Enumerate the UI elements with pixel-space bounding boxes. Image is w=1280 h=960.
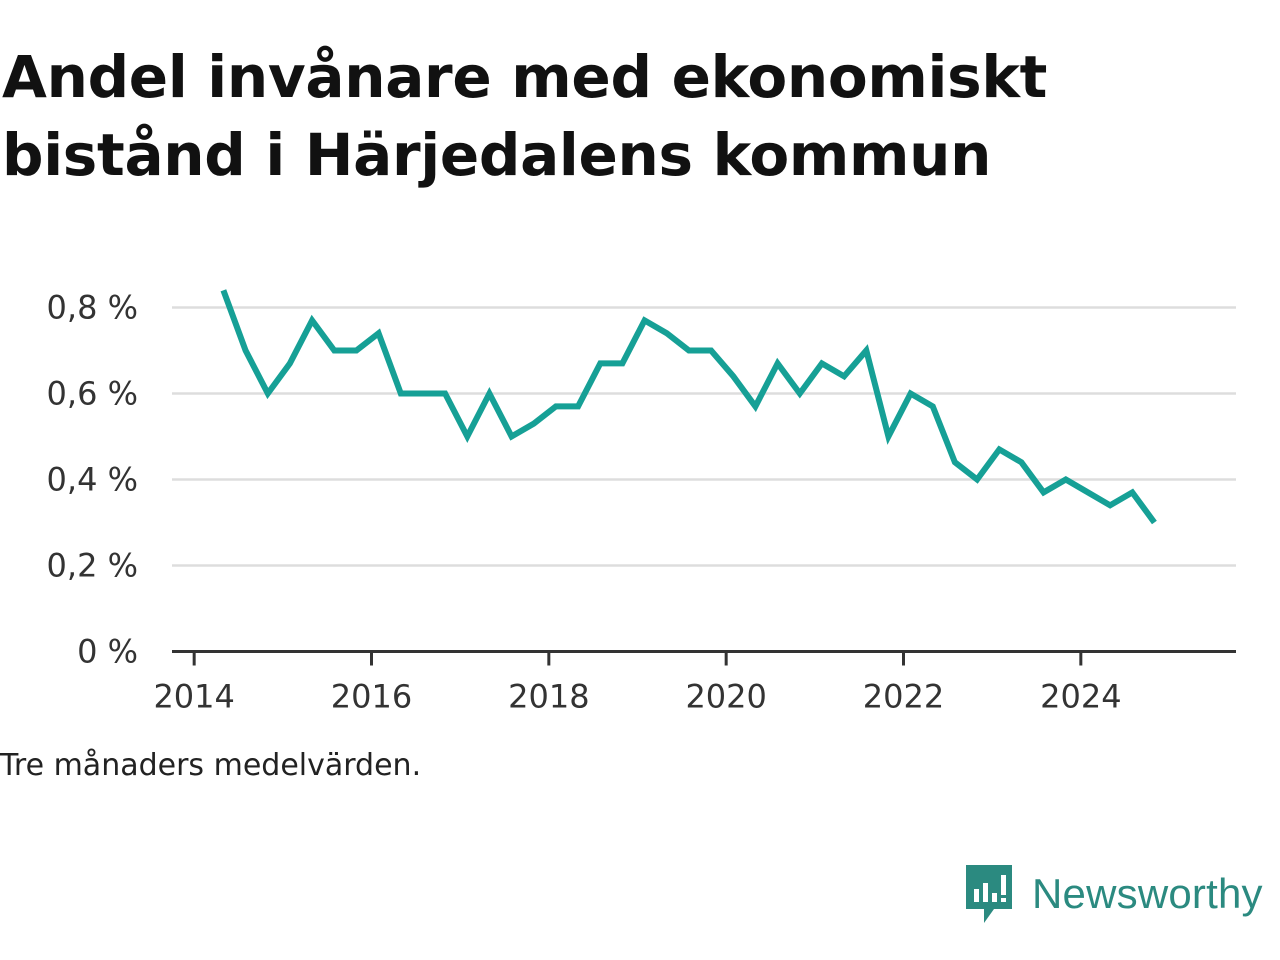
newsworthy-logo-icon	[966, 865, 1012, 923]
x-axis: 2014 2016 2018 2020 2022 2024	[153, 651, 1122, 716]
series	[220, 289, 1157, 525]
chart-title: Andel invånare med ekonomiskt bistånd i …	[2, 43, 1048, 189]
x-tick-label: 2014	[153, 678, 234, 716]
y-axis-tick-labels: 0 % 0,2 % 0,4 % 0,6 % 0,8 %	[47, 289, 138, 671]
x-tick-label: 2020	[685, 678, 766, 716]
y-tick-label: 0,8 %	[47, 289, 138, 327]
y-tick-label: 0,2 %	[47, 547, 138, 585]
chart-caption: Tre månaders medelvärden.	[0, 748, 422, 783]
series-line	[220, 289, 1157, 525]
x-tick-label: 2016	[331, 678, 412, 716]
newsworthy-logo[interactable]: Newsworthy	[964, 862, 1263, 926]
y-tick-label: 0,4 %	[47, 461, 138, 499]
gridlines	[172, 306, 1236, 567]
y-tick-label: 0 %	[77, 633, 138, 671]
x-tick-label: 2022	[863, 678, 944, 716]
brand-name: Newsworthy	[1032, 870, 1263, 917]
x-tick-label: 2018	[508, 678, 589, 716]
y-tick-label: 0,6 %	[47, 375, 138, 413]
x-tick-label: 2024	[1040, 678, 1121, 716]
